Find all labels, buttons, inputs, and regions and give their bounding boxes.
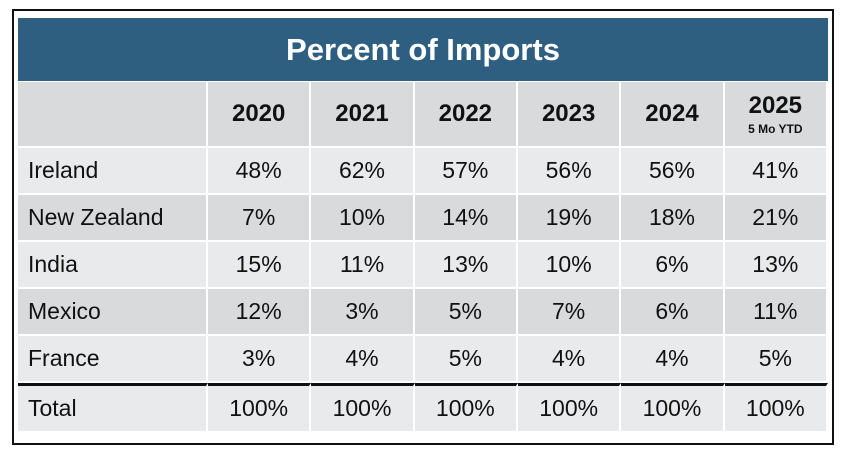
header-blank-cell	[18, 82, 208, 148]
value-cell: 6%	[621, 289, 725, 336]
value-cell: 18%	[621, 195, 725, 242]
value-cell: 21%	[724, 195, 828, 242]
header-row: 2020 2021 2022 2023 2024 2025 5 Mo YTD	[18, 82, 828, 148]
value-cell: 56%	[621, 148, 725, 195]
value-cell: 100%	[208, 383, 312, 433]
value-cell: 7%	[517, 289, 622, 336]
table-frame: Percent of Imports 2020 2021 2022 2023 2…	[12, 9, 834, 445]
value-cell: 56%	[517, 148, 622, 195]
total-row: Total 100% 100% 100% 100% 100% 100%	[18, 383, 828, 433]
value-cell: 4%	[517, 336, 622, 383]
value-cell: 11%	[724, 289, 828, 336]
value-cell: 5%	[414, 336, 518, 383]
value-cell: 100%	[517, 383, 622, 433]
value-cell: 14%	[414, 195, 518, 242]
country-cell: India	[18, 242, 208, 289]
value-cell: 5%	[724, 336, 828, 383]
value-cell: 48%	[208, 148, 312, 195]
value-cell: 57%	[414, 148, 518, 195]
value-cell: 11%	[311, 242, 415, 289]
value-cell: 7%	[208, 195, 312, 242]
header-year-cell: 2023	[517, 82, 622, 148]
header-year-cell: 2025 5 Mo YTD	[724, 82, 828, 148]
value-cell: 3%	[311, 289, 415, 336]
value-cell: 3%	[208, 336, 312, 383]
table-row: New Zealand 7% 10% 14% 19% 18% 21%	[18, 195, 828, 242]
table-row: Mexico 12% 3% 5% 7% 6% 11%	[18, 289, 828, 336]
country-cell: France	[18, 336, 208, 383]
value-cell: 5%	[414, 289, 518, 336]
value-cell: 13%	[414, 242, 518, 289]
header-year-cell: 2024	[621, 82, 725, 148]
country-cell: New Zealand	[18, 195, 208, 242]
table-row: India 15% 11% 13% 10% 6% 13%	[18, 242, 828, 289]
value-cell: 12%	[208, 289, 312, 336]
value-cell: 19%	[517, 195, 622, 242]
value-cell: 100%	[414, 383, 518, 433]
country-cell: Mexico	[18, 289, 208, 336]
country-cell: Total	[18, 383, 208, 433]
value-cell: 62%	[311, 148, 415, 195]
value-cell: 10%	[311, 195, 415, 242]
country-cell: Ireland	[18, 148, 208, 195]
header-year-cell: 2020	[208, 82, 312, 148]
value-cell: 100%	[724, 383, 828, 433]
value-cell: 4%	[621, 336, 725, 383]
imports-table: 2020 2021 2022 2023 2024 2025 5 Mo YTD Ir…	[18, 82, 828, 433]
table-title: Percent of Imports	[18, 18, 828, 81]
header-year-cell: 2022	[414, 82, 518, 148]
header-year-cell: 2021	[311, 82, 415, 148]
value-cell: 6%	[621, 242, 725, 289]
header-subtitle: 5 Mo YTD	[748, 122, 803, 136]
table-row: France 3% 4% 5% 4% 4% 5%	[18, 336, 828, 383]
table-row: Ireland 48% 62% 57% 56% 56% 41%	[18, 148, 828, 195]
value-cell: 10%	[517, 242, 622, 289]
value-cell: 15%	[208, 242, 312, 289]
value-cell: 13%	[724, 242, 828, 289]
value-cell: 100%	[621, 383, 725, 433]
value-cell: 100%	[311, 383, 415, 433]
value-cell: 4%	[311, 336, 415, 383]
value-cell: 41%	[724, 148, 828, 195]
